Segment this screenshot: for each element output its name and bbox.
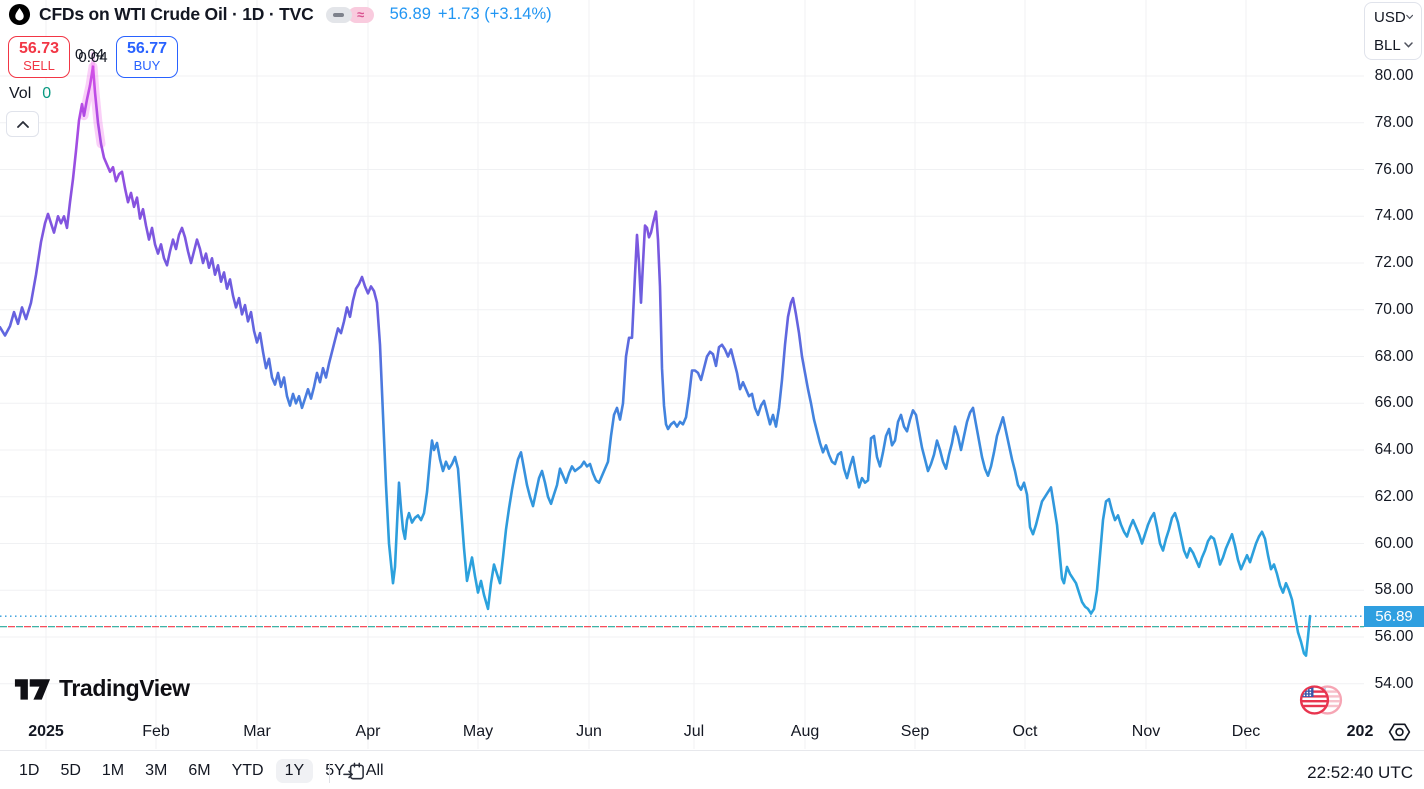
range-button-1y[interactable]: 1Y — [275, 759, 314, 783]
range-button-ytd[interactable]: YTD — [223, 759, 273, 783]
tradingview-logo-text: TradingView — [59, 675, 190, 701]
currency-value: USD — [1374, 8, 1406, 26]
price-tick-label: 76.00 — [1374, 160, 1414, 178]
volume-row: Vol 0 — [9, 85, 51, 103]
calendar-arrow-icon — [343, 762, 364, 780]
collapse-panel-button[interactable] — [6, 111, 39, 137]
last-price-badge: 56.89 — [1364, 605, 1424, 627]
time-tick-label: 202 — [1346, 723, 1374, 740]
time-tick-label: Apr — [355, 723, 381, 740]
symbol-title[interactable]: CFDs on WTI Crude Oil · 1D · TVC — [39, 4, 314, 24]
time-axis[interactable]: 2025 Feb Mar Apr May Jun Jul Aug Sep Oct Nov Dec 202 — [0, 718, 1424, 750]
buy-price: 56.77 — [126, 40, 168, 57]
chart-header: CFDs on WTI Crude Oil · 1D · TVC ≈ 56.89… — [8, 3, 552, 26]
price-tick-label: 78.00 — [1374, 113, 1414, 131]
chevron-down-icon — [1405, 14, 1413, 20]
price-tick-label: 56.00 — [1374, 628, 1414, 645]
price-tick-label: 70.00 — [1374, 300, 1414, 318]
price-tick-label: 54.00 — [1374, 674, 1414, 692]
chevron-down-icon — [1404, 42, 1413, 48]
time-tick-label: Mar — [243, 723, 271, 740]
approx-pill-icon[interactable]: ≈ — [347, 6, 374, 23]
price-tick-label: 72.00 — [1374, 254, 1414, 271]
oil-drop-symbol-icon — [8, 3, 31, 26]
minus-pill-icon[interactable] — [325, 6, 352, 23]
unit-selector: USD BLL — [1364, 2, 1422, 60]
price-tick-label: 64.00 — [1374, 441, 1414, 458]
toolbar-divider — [0, 750, 1424, 751]
clock-utc: 22:52:40 UTC — [1307, 763, 1413, 782]
price-change-text: +1.73 (+3.14%) — [437, 5, 552, 23]
unit-dropdown[interactable]: BLL — [1365, 31, 1421, 59]
time-tick-label: Sep — [900, 723, 930, 740]
peak-spread-label: 0.04 — [75, 46, 105, 63]
tradingview-logo-icon — [14, 679, 51, 700]
range-button-5d[interactable]: 5D — [51, 759, 89, 783]
range-button-1d[interactable]: 1D — [10, 759, 48, 783]
time-tick-label: Jul — [683, 723, 705, 740]
chevron-up-icon — [16, 120, 29, 128]
price-tick-label: 66.00 — [1374, 394, 1414, 412]
price-tick-label: 80.00 — [1374, 67, 1414, 84]
range-toolbar: 1D 5D 1M 3M 6M YTD 1Y 5Y All — [10, 759, 393, 783]
range-button-5y[interactable]: 5Y — [316, 759, 354, 783]
range-button-all[interactable]: All — [357, 759, 393, 783]
volume-label: Vol — [9, 85, 32, 102]
settings-button[interactable] — [1386, 721, 1412, 745]
time-tick-label: Nov — [1131, 723, 1161, 740]
toolbar-separator — [329, 763, 330, 783]
range-button-3m[interactable]: 3M — [136, 759, 176, 783]
time-tick-label: Feb — [142, 723, 170, 740]
time-tick-label: Dec — [1231, 723, 1261, 740]
trade-panel: 56.73 SELL 0.04 56.77 BUY — [8, 36, 178, 78]
buy-button[interactable]: 56.77 BUY — [116, 36, 178, 78]
price-chart-canvas[interactable] — [0, 0, 1424, 750]
price-axis[interactable]: 80.00 78.00 76.00 74.00 72.00 70.00 68.00 66.00… — [1364, 0, 1424, 718]
price-tick-label: 74.00 — [1374, 207, 1414, 225]
range-button-6m[interactable]: 6M — [179, 759, 219, 783]
time-tick-label: Oct — [1012, 723, 1038, 740]
sell-label: SELL — [23, 58, 55, 73]
spread-value: 0.04 — [78, 48, 108, 66]
time-tick-label: Jun — [576, 723, 602, 740]
sell-price: 56.73 — [18, 40, 60, 57]
us-flag-pair-icon — [1296, 682, 1346, 723]
go-to-date-button[interactable] — [341, 760, 367, 785]
sell-button[interactable]: 56.73 SELL — [8, 36, 70, 78]
last-price-text: 56.89 — [389, 5, 431, 23]
time-tick-label: Aug — [790, 723, 820, 740]
price-tick-label: 68.00 — [1374, 347, 1414, 365]
volume-value: 0 — [42, 85, 52, 102]
time-tick-label: May — [462, 723, 494, 740]
price-tick-label: 58.00 — [1374, 581, 1414, 599]
currency-dropdown[interactable]: USD — [1365, 3, 1421, 31]
settings-gear-icon — [1388, 723, 1410, 741]
style-pills: ≈ — [325, 6, 374, 23]
range-button-1m[interactable]: 1M — [93, 759, 133, 783]
price-tick-label: 62.00 — [1374, 487, 1414, 505]
quote: 56.89 +1.73 (+3.14%) — [390, 5, 552, 24]
time-tick-label: 2025 — [28, 723, 64, 740]
buy-label: BUY — [133, 58, 161, 73]
tradingview-brand-link[interactable]: TradingView — [14, 675, 190, 702]
unit-value: BLL — [1374, 36, 1401, 54]
price-tick-label: 60.00 — [1374, 534, 1414, 552]
